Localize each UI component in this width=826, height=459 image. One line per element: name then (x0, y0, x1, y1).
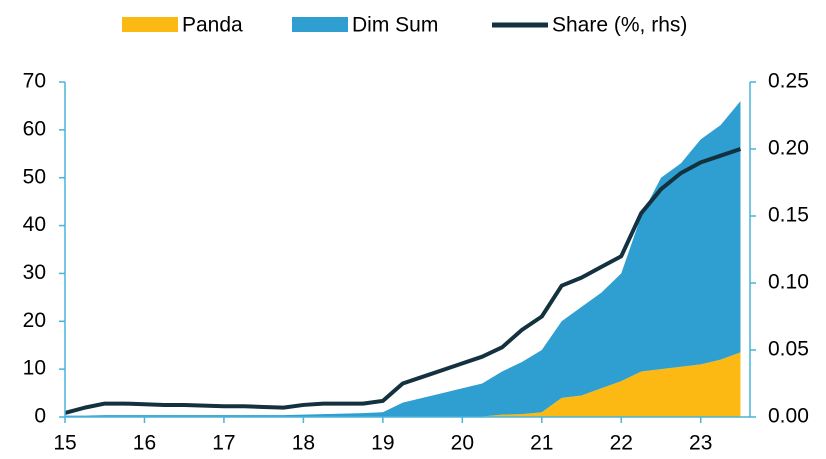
legend-label: Dim Sum (352, 14, 438, 37)
legend-swatch (292, 17, 348, 32)
x-tick-label: 22 (610, 432, 633, 455)
x-tick-label: 19 (371, 432, 394, 455)
area (65, 352, 741, 417)
x-tick-label: 23 (689, 432, 712, 455)
y-tick-label: 50 (23, 165, 46, 188)
y2-tick-label: 0.10 (768, 271, 809, 294)
x-tick-label: 20 (451, 432, 474, 455)
y-tick-label: 60 (23, 117, 46, 140)
legend-label: Share (%, rhs) (552, 14, 687, 37)
y-tick-label: 40 (23, 213, 46, 236)
y-tick-label: 30 (23, 261, 46, 284)
x-tick-label: 15 (53, 432, 76, 455)
line (64, 147, 742, 415)
x-tick-label: 17 (212, 432, 235, 455)
y2-tick-label: 0.25 (768, 70, 809, 93)
area (65, 101, 741, 417)
legend-swatch (122, 17, 178, 32)
y2-tick-label: 0.20 (768, 137, 809, 160)
y-tick-label: 10 (23, 357, 46, 380)
x-tick-label: 18 (292, 432, 315, 455)
y2-tick-label: 0.00 (768, 405, 809, 428)
y-tick-label: 70 (23, 70, 46, 93)
y-tick-label: 20 (23, 309, 46, 332)
y-tick-label: 0 (34, 405, 46, 428)
x-tick-label: 16 (133, 432, 156, 455)
y2-tick-label: 0.05 (768, 338, 809, 361)
x-tick-label: 21 (530, 432, 553, 455)
y2-tick-label: 0.15 (768, 204, 809, 227)
legend-label: Panda (182, 14, 243, 37)
